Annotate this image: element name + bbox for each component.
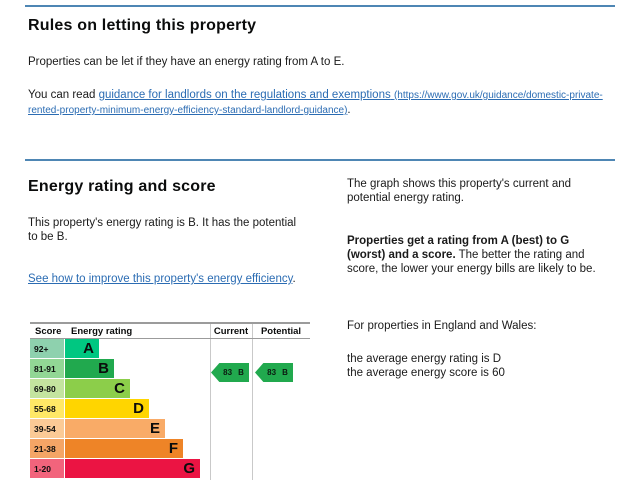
landlord-guidance-link-label: guidance for landlords on the regulation… — [98, 89, 391, 101]
band-letter: B — [98, 360, 109, 377]
improve-link-wrap: See how to improve this property's energ… — [28, 272, 300, 286]
rules-para2-prefix: You can read — [28, 89, 99, 101]
band-bar-d: D — [65, 399, 149, 418]
band-bar-f: F — [65, 439, 183, 458]
energy-rating-chart: Score Energy rating Current Potential 92… — [30, 322, 310, 480]
average-rating-line: the average energy rating is D — [347, 353, 502, 365]
rules-para1: Properties can be let if they have an en… — [28, 56, 345, 68]
epc-band-row-a: 92+ A — [30, 339, 310, 358]
band-score-range: 1-20 — [30, 459, 64, 478]
section-divider-top — [25, 5, 615, 7]
band-letter: F — [168, 440, 178, 457]
epc-band-row-b: 81-91 B — [30, 359, 310, 378]
score-column-header: Score — [35, 325, 62, 337]
current-score: 83 — [223, 368, 233, 377]
epc-band-row-e: 39-54 E — [30, 419, 310, 438]
band-bar-e: E — [65, 419, 165, 438]
band-bar-g: G — [65, 459, 200, 478]
rules-heading: Rules on letting this property — [28, 17, 257, 34]
band-letter: E — [149, 420, 160, 437]
improve-link-suffix: . — [292, 273, 296, 285]
landlord-guidance-link[interactable]: guidance for landlords on the regulation… — [28, 89, 603, 116]
section-divider-energy — [25, 159, 615, 161]
band-letter: G — [183, 460, 195, 477]
epc-band-row-d: 55-68 D — [30, 399, 310, 418]
band-bar-b: B — [65, 359, 114, 378]
rating-explainer-bold: Properties get a rating from A (best) to… — [347, 235, 570, 261]
potential-letter: B — [282, 368, 288, 377]
band-score-range: 81-91 — [30, 359, 64, 378]
potential-score: 83 — [267, 368, 277, 377]
current-column-header: Current — [213, 325, 249, 337]
energy-rating-heading: Energy rating and score — [28, 178, 216, 195]
average-score-line: the average energy score is 60 — [347, 367, 505, 379]
potential-column-divider — [252, 324, 253, 480]
averages-note: the average energy rating is D the avera… — [347, 352, 605, 380]
chart-header-row: Score Energy rating Current Potential — [30, 324, 310, 339]
current-rating-arrow: 83 B — [211, 363, 249, 382]
epc-band-row-g: 1-20 G — [30, 459, 310, 478]
rating-explainer-rest: The better the rating and score, the low… — [347, 249, 596, 275]
rules-para2-suffix: . — [347, 104, 351, 116]
band-bar-c: C — [65, 379, 130, 398]
landlord-guidance-link-url: (https://www.gov.uk/guidance/domestic-pr… — [28, 90, 603, 116]
improve-efficiency-link[interactable]: See how to improve this property's energ… — [28, 273, 293, 285]
current-letter: B — [238, 368, 244, 377]
band-letter: C — [114, 380, 125, 397]
band-score-range: 55-68 — [30, 399, 64, 418]
england-wales-note: For properties in England and Wales: — [347, 320, 537, 332]
band-score-range: 69-80 — [30, 379, 64, 398]
band-letter: D — [133, 400, 144, 417]
rules-para2: You can read guidance for landlords on t… — [28, 88, 606, 118]
rating-column-header: Energy rating — [71, 325, 133, 337]
band-score-range: 39-54 — [30, 419, 64, 438]
epc-band-row-c: 69-80 C — [30, 379, 310, 398]
potential-rating-arrow: 83 B — [255, 363, 293, 382]
current-column-divider — [210, 324, 211, 480]
epc-band-row-f: 21-38 F — [30, 439, 310, 458]
band-letter: A — [83, 340, 94, 357]
potential-column-header: Potential — [260, 325, 302, 337]
band-score-range: 21-38 — [30, 439, 64, 458]
band-score-range: 92+ — [30, 339, 64, 358]
band-bar-a: A — [65, 339, 99, 358]
rating-explainer: Properties get a rating from A (best) to… — [347, 234, 605, 276]
energy-rating-summary: This property's energy rating is B. It h… — [28, 217, 297, 243]
graph-description: The graph shows this property's current … — [347, 178, 572, 204]
